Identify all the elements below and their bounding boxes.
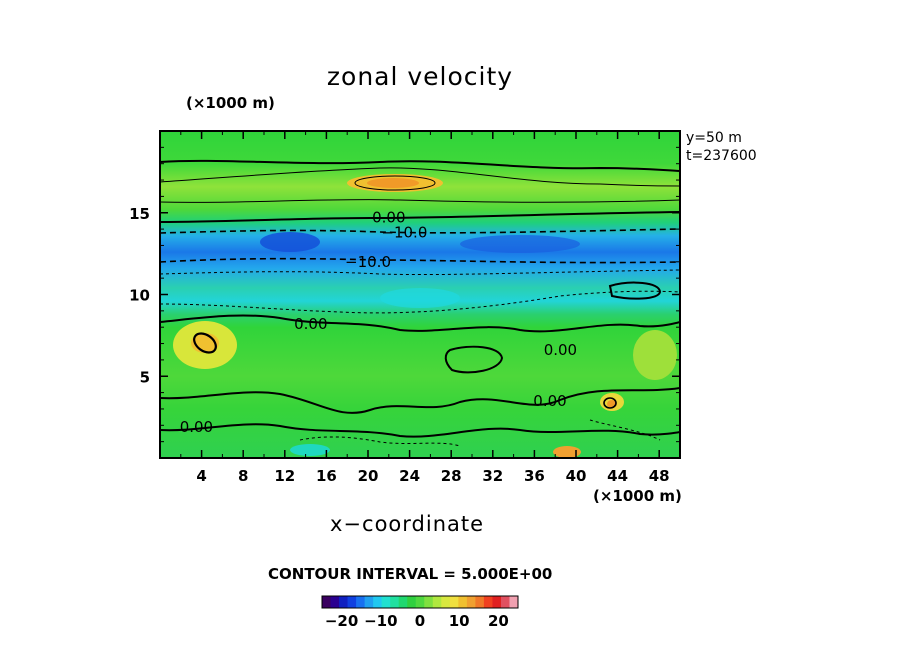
- colorbar-tick-label: 0: [415, 612, 425, 630]
- colorbar-swatch: [432, 596, 442, 608]
- time-annotation: t=237600: [686, 148, 757, 164]
- contour-label: 0.00: [372, 209, 405, 227]
- x-tick-label: 16: [316, 467, 337, 485]
- colorbar-tick-label: 20: [488, 612, 509, 630]
- colorbar-swatch: [339, 596, 349, 608]
- colorbar-swatch: [398, 596, 408, 608]
- colorbar-tick-label: −20: [325, 612, 358, 630]
- x-tick-label: 36: [524, 467, 545, 485]
- contour-label: 0.00: [180, 418, 213, 436]
- colorbar-swatch: [407, 596, 417, 608]
- colorbar-swatch: [483, 596, 493, 608]
- x-axis-label: x−coordinate: [330, 512, 485, 536]
- colorbar-swatch: [373, 596, 383, 608]
- x-axis-unit: (×1000 m): [593, 487, 682, 505]
- negative-core-patch: [260, 232, 320, 252]
- cyan-patch: [290, 444, 330, 456]
- contour-interval-text: CONTOUR INTERVAL = 5.000E+00: [268, 565, 553, 583]
- colorbar-frame: [321, 595, 519, 609]
- contour-label: −10.0: [345, 253, 391, 271]
- positive-core: [553, 446, 581, 458]
- contour-label: 0.00: [294, 315, 327, 333]
- contour-label: −10.0: [381, 223, 427, 241]
- cyan-patch: [380, 288, 460, 308]
- x-tick-label: 12: [274, 467, 295, 485]
- x-tick-label: 4: [196, 467, 206, 485]
- colorbar-swatch: [449, 596, 459, 608]
- contour-labels: 0.00−10.0−10.00.000.000.000.00: [180, 209, 577, 436]
- colorbar-swatch: [322, 596, 332, 608]
- contour-label: 0.00: [533, 392, 566, 410]
- colorbar-swatch: [330, 596, 340, 608]
- colorbar-swatch: [347, 596, 357, 608]
- colorbar-tick-label: 10: [449, 612, 470, 630]
- y-tick-label: 5: [140, 368, 150, 386]
- chart-title: zonal velocity: [326, 62, 514, 91]
- x-tick-label: 24: [399, 467, 420, 485]
- x-axis-ticks: 4 8 12 16 20 24 28 32 36 40 44 48: [180, 131, 670, 485]
- colorbar-swatch: [415, 596, 425, 608]
- x-tick-label: 20: [358, 467, 379, 485]
- colorbar-swatch: [390, 596, 400, 608]
- y-tick-label: 15: [129, 205, 150, 223]
- colorbar: −20 −10 0 10 20: [321, 595, 519, 630]
- x-tick-label: 44: [607, 467, 628, 485]
- colorbar-swatch: [381, 596, 391, 608]
- y-level-annotation: y=50 m: [686, 130, 742, 146]
- colorbar-swatch: [441, 596, 451, 608]
- colorbar-swatch: [356, 596, 366, 608]
- colorbar-swatch: [364, 596, 374, 608]
- colorbar-swatch: [492, 596, 502, 608]
- y-tick-label: 10: [129, 287, 150, 305]
- colorbar-swatch: [466, 596, 476, 608]
- colorbar-swatch: [458, 596, 468, 608]
- negative-core-patch: [460, 235, 580, 253]
- x-tick-label: 28: [441, 467, 462, 485]
- colorbar-swatch: [424, 596, 434, 608]
- y-axis-ticks: 5 10 15: [129, 146, 680, 443]
- contour-lines: [160, 159, 680, 447]
- x-tick-label: 40: [566, 467, 587, 485]
- colorbar-swatch: [509, 596, 519, 608]
- positive-core: [367, 178, 419, 188]
- y-axis-unit: (×1000 m): [186, 94, 275, 112]
- colorbar-tick-label: −10: [364, 612, 397, 630]
- x-tick-label: 32: [482, 467, 503, 485]
- colorbar-swatch: [475, 596, 485, 608]
- colorbar-swatch: [500, 596, 510, 608]
- x-tick-label: 8: [238, 467, 248, 485]
- positive-patch: [633, 330, 677, 380]
- x-tick-label: 48: [649, 467, 670, 485]
- contour-label: 0.00: [544, 341, 577, 359]
